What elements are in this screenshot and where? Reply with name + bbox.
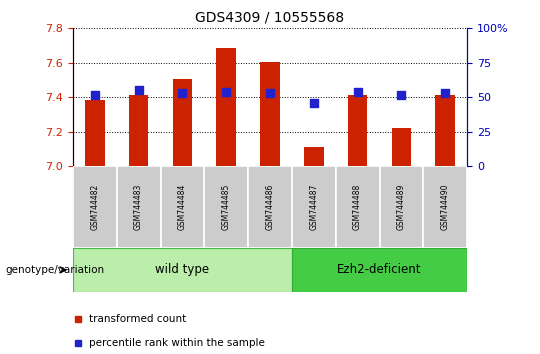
Point [91,92,99,97]
Text: GSM744490: GSM744490 [441,184,450,230]
Bar [248,166,292,248]
Bar [85,100,105,166]
Bar [348,95,367,166]
Bar [73,166,117,248]
Text: genotype/variation: genotype/variation [5,265,105,275]
Bar [117,166,160,248]
Bar [160,166,204,248]
Text: wild type: wild type [156,263,210,276]
Bar [292,248,467,292]
Point [353,89,362,95]
Text: percentile rank within the sample: percentile rank within the sample [89,338,265,348]
Point [134,88,143,93]
Bar [129,95,148,166]
Bar [336,166,380,248]
Bar [423,166,467,248]
Text: transformed count: transformed count [89,314,186,324]
Point [178,90,187,96]
Point [441,90,449,96]
Text: GSM744485: GSM744485 [222,184,231,230]
Point [222,89,231,95]
Text: GSM744488: GSM744488 [353,184,362,230]
Text: GSM744482: GSM744482 [90,184,99,230]
Bar [380,166,423,248]
Bar [435,95,455,166]
Text: GSM744489: GSM744489 [397,184,406,230]
Point [397,92,406,97]
Bar [217,48,236,166]
Text: Ezh2-deficient: Ezh2-deficient [338,263,422,276]
Text: GSM744486: GSM744486 [266,184,274,230]
Bar [392,127,411,166]
Text: GSM744483: GSM744483 [134,184,143,230]
Text: GDS4309 / 10555568: GDS4309 / 10555568 [195,11,345,25]
Text: GSM744487: GSM744487 [309,184,318,230]
Bar [173,79,192,166]
Bar [204,166,248,248]
Text: GSM744484: GSM744484 [178,184,187,230]
Point [309,100,318,106]
Point [266,90,274,96]
Bar [73,248,292,292]
Bar [292,166,336,248]
Bar [260,62,280,166]
Bar [304,147,323,166]
